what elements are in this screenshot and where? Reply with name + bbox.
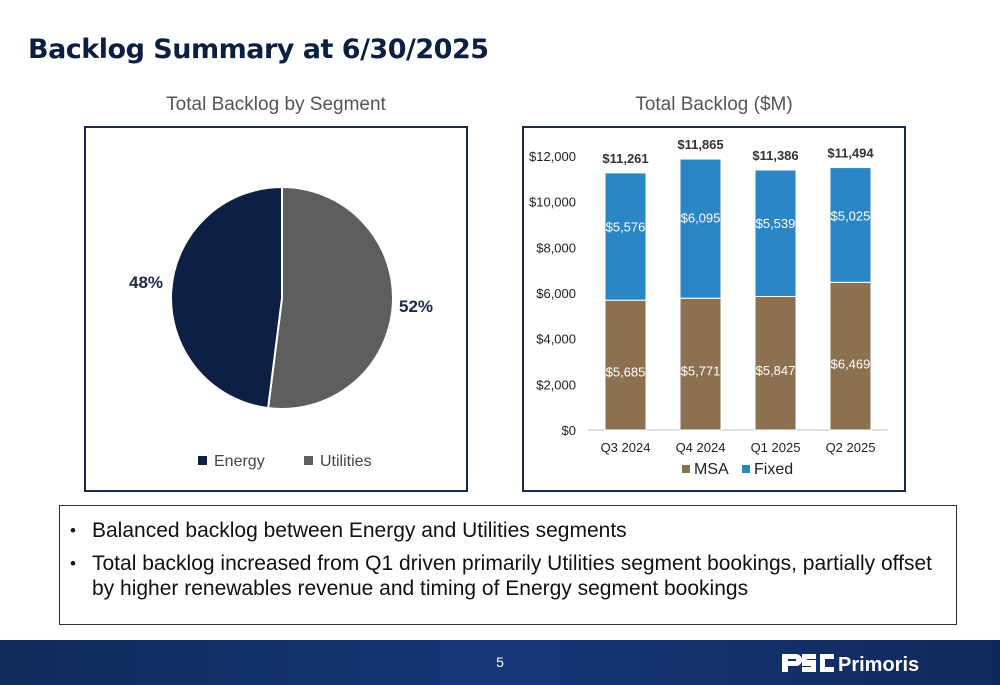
legend-label-energy: Energy — [214, 453, 265, 470]
y-tick-label: $4,000 — [536, 332, 576, 347]
y-tick-label: $6,000 — [536, 286, 576, 301]
psc-mark-icon — [782, 654, 834, 672]
bullet-text: Balanced backlog between Energy and Util… — [92, 519, 627, 542]
bar-chart: $0 $2,000 $4,000 $6,000 $8,000 $10,000 $12,000… — [529, 137, 888, 478]
pie-chart-title: Total Backlog by Segment — [166, 94, 386, 115]
bar-total-label: $11,865 — [677, 137, 723, 152]
bar-segment-fixed — [679, 158, 722, 299]
footer-bar: 5 Primoris — [0, 640, 1000, 685]
logo-text: Primoris — [838, 654, 919, 676]
bar-total-label: $11,494 — [827, 146, 874, 161]
legend-label-utilities: Utilities — [320, 453, 372, 470]
y-tick-label: $12,000 — [529, 149, 576, 164]
legend-swatch-fixed — [742, 465, 750, 473]
x-tick-label: Q2 2025 — [826, 440, 876, 455]
legend-swatch-msa — [682, 465, 690, 473]
bar-segment-fixed — [754, 169, 797, 297]
bar-segment-msa — [829, 281, 872, 431]
y-tick-label: $2,000 — [536, 377, 576, 392]
bar-segment-msa — [679, 297, 722, 431]
x-tick-label: Q3 2024 — [601, 440, 651, 455]
bar-value-label-fixed: $5,539 — [756, 216, 796, 231]
bar-segment-fixed — [829, 167, 872, 283]
bullet-dot-icon: • — [70, 554, 76, 573]
bar-value-label-fixed: $6,095 — [681, 211, 721, 226]
bullet-item: • Total backlog increased from Q1 driven… — [70, 551, 942, 601]
bar-value-label-msa: $5,685 — [606, 365, 646, 380]
y-tick-label: $0 — [562, 423, 576, 438]
bar-segment-msa — [604, 299, 647, 431]
bar-total-label: $11,386 — [752, 148, 798, 163]
bullet-dot-icon: • — [70, 521, 76, 540]
bar-value-label-fixed: $5,576 — [606, 219, 646, 234]
legend-label-msa: MSA — [694, 461, 729, 478]
bar-value-label-fixed: $5,025 — [831, 209, 871, 224]
bar-value-label-msa: $6,469 — [831, 357, 871, 372]
pie-label-utilities: 52% — [399, 297, 433, 316]
bar-value-label-msa: $5,771 — [681, 364, 721, 379]
bar-value-label-msa: $5,847 — [756, 363, 796, 378]
pie-slice-utilities — [266, 185, 394, 410]
bar-chart-panel: $0 $2,000 $4,000 $6,000 $8,000 $10,000 $12,000… — [522, 126, 906, 492]
legend-label-fixed: Fixed — [754, 461, 793, 478]
bar-total-label: $11,261 — [602, 151, 648, 166]
page-number: 5 — [496, 654, 504, 670]
bullet-text: Total backlog increased from Q1 driven p… — [92, 552, 932, 600]
x-tick-label: Q1 2025 — [751, 440, 801, 455]
bar-chart-title: Total Backlog ($M) — [635, 94, 793, 115]
pie-label-energy: 48% — [129, 273, 163, 292]
x-tick-label: Q4 2024 — [676, 440, 726, 455]
slide-title: Backlog Summary at 6/30/2025 — [28, 34, 489, 65]
bullet-item: • Balanced backlog between Energy and Ut… — [70, 518, 942, 543]
y-tick-label: $10,000 — [529, 195, 576, 210]
y-tick-label: $8,000 — [536, 240, 576, 255]
legend-swatch-energy — [198, 456, 207, 465]
bar-segment-fixed — [604, 172, 647, 301]
bullet-list: • Balanced backlog between Energy and Ut… — [59, 505, 957, 625]
pie-chart: 48% 52% Energy Utilities — [129, 185, 433, 470]
legend-swatch-utilities — [304, 456, 313, 465]
pie-chart-panel: 48% 52% Energy Utilities — [84, 126, 468, 492]
pie-slice-energy — [170, 185, 283, 410]
primoris-logo: Primoris — [782, 654, 919, 676]
